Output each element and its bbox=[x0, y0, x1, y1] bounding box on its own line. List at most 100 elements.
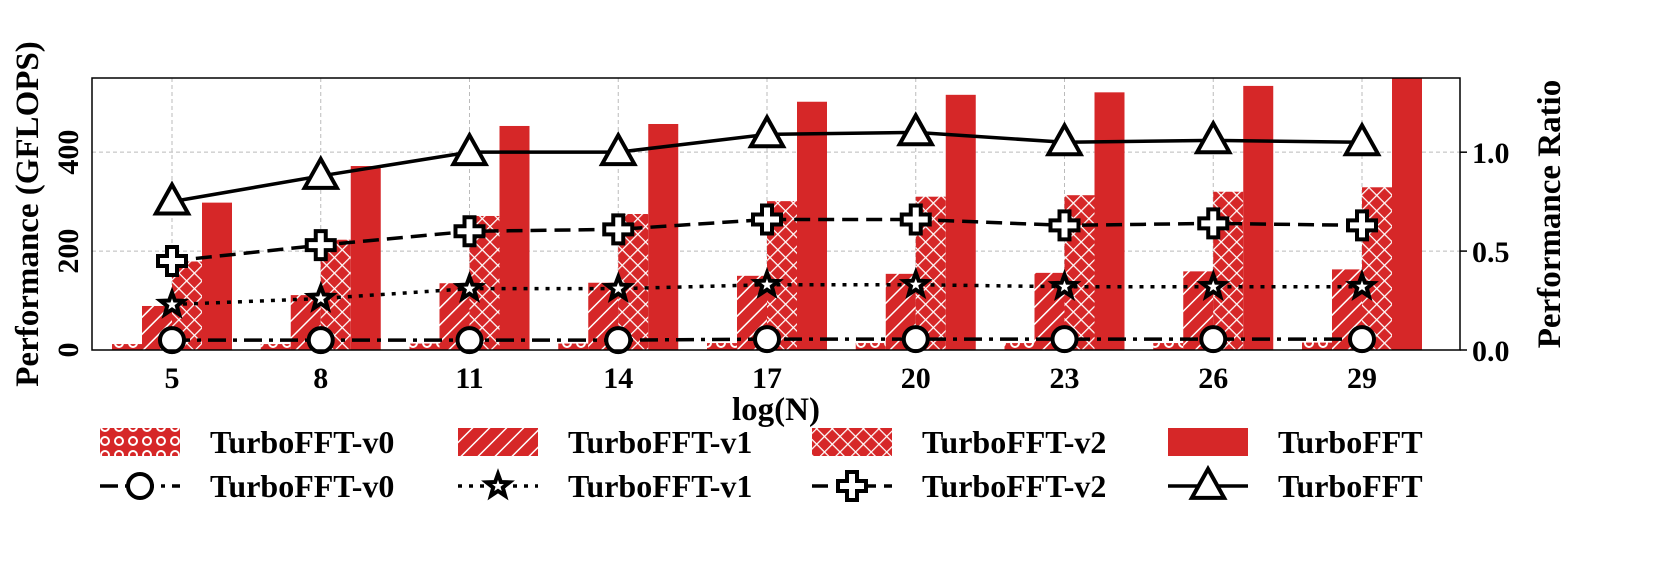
x-tick-label: 11 bbox=[455, 362, 483, 395]
marker-circle-turbofft-v0 bbox=[455, 326, 484, 355]
bar-turbofft bbox=[648, 123, 679, 350]
legend-item-line-turbofft: TurboFFT bbox=[1168, 464, 1423, 504]
x-axis-label: log(N) bbox=[732, 392, 820, 428]
y2-tick-label: 0.5 bbox=[1472, 236, 1510, 269]
bar-turbofft-v0 bbox=[112, 344, 142, 350]
legend-item-line-turbofft-v1: TurboFFT-v1 bbox=[458, 468, 752, 504]
x-tick-label: 23 bbox=[1050, 362, 1080, 395]
marker-circle-turbofft-v0 bbox=[306, 326, 335, 355]
bar-turbofft-v0 bbox=[409, 343, 440, 350]
bar-turbofft bbox=[1392, 78, 1422, 350]
x-tick-label: 17 bbox=[752, 362, 782, 395]
marker-plus-turbofft-v2 bbox=[304, 229, 337, 262]
x-tick-label: 20 bbox=[901, 362, 931, 395]
marker-plus-turbofft-v2 bbox=[1048, 209, 1081, 242]
marker-plus-turbofft-v2 bbox=[156, 244, 188, 277]
y2-axis-label: Performance Ratio bbox=[1532, 80, 1568, 348]
marker-triangle-turbofft bbox=[1044, 121, 1085, 157]
marker-plus-turbofft-v2 bbox=[751, 203, 783, 236]
marker-triangle-turbofft bbox=[449, 131, 490, 167]
marker-star-turbofft-v1 bbox=[1047, 268, 1082, 302]
legend-swatch bbox=[100, 428, 180, 456]
marker-triangle-turbofft bbox=[1193, 119, 1233, 155]
y2-tick-label: 1.0 bbox=[1472, 137, 1510, 170]
marker-triangle-turbofft bbox=[152, 180, 192, 216]
marker-plus-turbofft-v2 bbox=[899, 203, 932, 236]
legend-label: TurboFFT bbox=[1278, 424, 1423, 460]
x-tick-label: 26 bbox=[1198, 362, 1228, 395]
x-tick-label: 14 bbox=[603, 362, 633, 395]
legend-swatch bbox=[458, 428, 538, 456]
marker-star-turbofft-v1 bbox=[601, 270, 636, 304]
legend-label: TurboFFT-v2 bbox=[922, 424, 1106, 460]
marker-circle-turbofft-v0 bbox=[1348, 325, 1376, 354]
legend-item-bar-turbofft: TurboFFT bbox=[1168, 424, 1423, 460]
x-tick-label: 5 bbox=[165, 362, 180, 395]
legend-swatch bbox=[812, 428, 892, 456]
marker-plus-turbofft-v2 bbox=[1197, 207, 1230, 240]
y-tick-label: 0 bbox=[52, 343, 85, 358]
bar-turbofft bbox=[202, 202, 232, 350]
marker-triangle-turbofft bbox=[747, 113, 787, 149]
bar-turbofft-v0 bbox=[558, 343, 589, 350]
marker-star-turbofft-v1 bbox=[750, 266, 784, 300]
plot-frame bbox=[91, 77, 1461, 351]
bar-turbofft-v0 bbox=[1153, 343, 1184, 350]
marker-triangle-turbofft bbox=[896, 111, 936, 147]
bar-turbofft bbox=[499, 125, 530, 350]
marker-circle-turbofft-v0 bbox=[604, 326, 633, 355]
bar-turbofft-v0 bbox=[1004, 343, 1035, 350]
x-tick-label: 8 bbox=[313, 362, 328, 395]
legend-triangle-icon bbox=[1188, 464, 1228, 500]
marker-star-turbofft-v1 bbox=[303, 280, 338, 313]
x-tick-label: 29 bbox=[1347, 362, 1377, 395]
line-turbofft-v2 bbox=[171, 217, 1363, 263]
marker-triangle-turbofft bbox=[598, 131, 638, 167]
marker-star-turbofft-v1 bbox=[1196, 268, 1231, 302]
bar-turbofft bbox=[1094, 92, 1125, 350]
bar-turbofft bbox=[1243, 85, 1274, 350]
marker-star-turbofft-v1 bbox=[155, 286, 189, 319]
legend-item-bar-turbofft-v0: TurboFFT-v0 bbox=[100, 424, 394, 460]
legend-circle-icon bbox=[126, 472, 154, 500]
legend-item-line-turbofft-v0: TurboFFT-v0 bbox=[100, 468, 394, 504]
marker-plus-turbofft-v2 bbox=[453, 215, 486, 248]
bar-turbofft bbox=[350, 166, 381, 350]
legend-label: TurboFFT-v1 bbox=[568, 424, 752, 460]
legend-label: TurboFFT-v1 bbox=[568, 468, 752, 504]
legend-label: TurboFFT bbox=[1278, 468, 1423, 504]
marker-triangle-turbofft bbox=[301, 154, 341, 190]
legend-item-bar-turbofft-v1: TurboFFT-v1 bbox=[458, 424, 752, 460]
bar-turbofft-v0 bbox=[260, 344, 291, 350]
marker-circle-turbofft-v0 bbox=[1050, 325, 1079, 354]
marker-star-turbofft-v1 bbox=[452, 270, 487, 304]
marker-star-turbofft-v1 bbox=[898, 266, 933, 300]
legend-star-icon bbox=[481, 468, 515, 501]
marker-circle-turbofft-v0 bbox=[901, 325, 930, 354]
marker-triangle-turbofft bbox=[1342, 121, 1382, 157]
legend: TurboFFT-v0 TurboFFT-v1 TurboFFT-v2 TurboFF… bbox=[100, 424, 1423, 504]
y-axis-label: Performance (GFLOPS) bbox=[10, 41, 46, 386]
legend-label: TurboFFT-v0 bbox=[210, 468, 394, 504]
bar-turbofft-v0 bbox=[707, 343, 737, 350]
y2-tick-label: 0.0 bbox=[1472, 335, 1510, 368]
y-tick-label: 200 bbox=[52, 229, 85, 274]
marker-plus-turbofft-v2 bbox=[602, 213, 635, 246]
marker-star-turbofft-v1 bbox=[1345, 268, 1379, 302]
marker-plus-turbofft-v2 bbox=[1346, 209, 1378, 242]
marker-circle-turbofft-v0 bbox=[158, 326, 186, 355]
tick-labels: 5 8 11 14 17 20 23 26 29 0 200 400 0.0 0.5 1.0 bbox=[52, 130, 1510, 395]
bar-turbofft-v0 bbox=[855, 343, 886, 350]
y-tick-label: 400 bbox=[52, 130, 85, 175]
legend-item-bar-turbofft-v2: TurboFFT-v2 bbox=[812, 424, 1106, 460]
legend-label: TurboFFT-v0 bbox=[210, 424, 394, 460]
marker-circle-turbofft-v0 bbox=[753, 325, 781, 354]
legend-label: TurboFFT-v2 bbox=[922, 468, 1106, 504]
bar-turbofft-v0 bbox=[1302, 342, 1332, 350]
legend-plus-icon bbox=[836, 470, 868, 502]
marker-circle-turbofft-v0 bbox=[1199, 325, 1228, 354]
bar-turbofft bbox=[797, 101, 827, 350]
legend-swatch bbox=[1168, 428, 1248, 456]
legend-item-line-turbofft-v2: TurboFFT-v2 bbox=[812, 468, 1106, 504]
